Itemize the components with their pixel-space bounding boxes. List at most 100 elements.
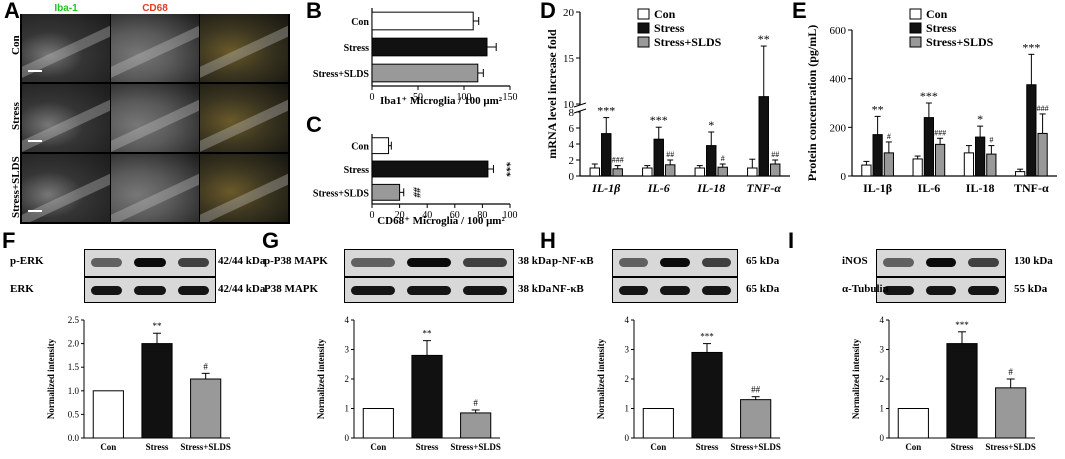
bar-stress-slds (371, 183, 401, 201)
legend-label-con: Con (654, 7, 676, 21)
bar-tnf-stress-slds (1037, 132, 1048, 177)
category-label-stress: Stress (696, 442, 719, 452)
blot-size-erk: 42/44 kDa (218, 283, 266, 295)
legend-label-stress-slds: Stress+SLDS (654, 35, 722, 49)
bar-il-6-con (642, 167, 653, 177)
bar-con (897, 408, 929, 439)
blot-label-tubulin: α-Tubulin (842, 283, 889, 295)
x-axis-label: CD68⁺ Microglia / 100 μm² (377, 215, 505, 227)
blot-h-nf-b (612, 277, 738, 303)
sig-il-18-stress: * (977, 112, 983, 126)
category-label-stress-slds: Stress+SLDS (450, 442, 500, 452)
micrograph-r3-c3 (200, 154, 288, 222)
chart-i-inos: 0 1 2 3 4 Con *** Stress # Stress+SLDS Normalized … (851, 315, 1036, 452)
category-label-con: Con (351, 17, 369, 28)
bar-il-6-stress-slds (934, 143, 946, 177)
y-tick-label: 2 (880, 374, 885, 384)
bar-il-18-con (963, 152, 975, 177)
y-tick-label: 3 (625, 345, 630, 355)
category-label-stress: Stress (146, 442, 169, 452)
sig-stress-slds: ## (751, 385, 761, 395)
blot-size-p-p38-mapk: 38 kDa (518, 255, 552, 267)
x-axis-label: Iba1⁺ Microglia / 100 μm² (380, 95, 503, 107)
bar-stress-slds (740, 399, 772, 439)
sig-tnf-stress-slds: ## (771, 150, 779, 159)
row-label-stress: Stress (10, 102, 22, 130)
sig-il-1-stress-slds: ### (612, 156, 624, 165)
sig-stress-slds: # (203, 361, 208, 371)
y-tick-label-600: 600 (830, 25, 847, 37)
band-lane-1 (883, 286, 914, 295)
bar-stress (691, 351, 723, 439)
chart-b-iba1-microglia: 0 50 100 150 Con Stress Stress+SLDS Iba1⁺ Micro… (313, 8, 518, 107)
bar-il-1-con (861, 164, 872, 177)
panel-label-i: I (788, 228, 795, 253)
bar-stress-slds (460, 412, 492, 439)
legend-swatch-con (909, 8, 922, 20)
y-axis-label: Normalized intensity (596, 338, 606, 419)
sig-stress: ** (423, 329, 433, 339)
panel-label-a: A (4, 0, 20, 23)
bar-stress (371, 37, 488, 57)
band-lane-1 (619, 286, 649, 295)
blot-g-p38-mapk (344, 277, 514, 303)
y-tick-label: 2.0 (68, 339, 80, 349)
axis-break-mark (573, 102, 587, 108)
band-lane-2 (407, 258, 451, 267)
y-axis-label: mRNA level increase fold (545, 29, 559, 159)
blot-h-p-nf-b (612, 249, 738, 277)
x-tick-label-80: 80 (477, 210, 487, 221)
y-tick-label: 0 (345, 433, 350, 443)
blot-label-p-nf-b: p-NF-κB (552, 255, 594, 267)
blot-label-p-erk: p-ERK (10, 255, 44, 267)
y-tick-label-10: 10 (563, 99, 575, 111)
y-axis-label: Normalized intensity (46, 338, 56, 419)
panel-label-f: F (2, 228, 16, 253)
y-tick-label: 2.5 (68, 315, 80, 325)
blot-label-erk: ERK (10, 283, 34, 295)
band-lane-3 (177, 286, 209, 295)
micrograph-r2-c1 (22, 84, 110, 152)
sig-il-18-stress: * (708, 118, 714, 132)
y-tick-label-4: 4 (569, 139, 575, 151)
category-label-con: Con (650, 442, 666, 452)
legend-swatch-stress-slds (637, 36, 650, 48)
category-label-il-18: IL-18 (966, 181, 995, 195)
band-lane-2 (660, 258, 690, 267)
band-lane-3 (463, 286, 507, 295)
micrograph-r1-c1 (22, 14, 110, 82)
sig-il-18-stress-slds: # (989, 136, 993, 145)
category-label-stress-slds: Stress+SLDS (313, 188, 370, 199)
category-label-tnf: TNF-α (1014, 181, 1049, 195)
band-lane-2 (134, 258, 166, 267)
y-tick-label: 1 (625, 404, 630, 414)
bar-il-1-con (589, 167, 601, 177)
scale-bar (28, 140, 42, 142)
bar-il-18-stress (706, 145, 717, 177)
micrograph-r2-c2 (111, 84, 199, 152)
panel-label-g: G (262, 228, 280, 253)
sig-stress: *** (700, 332, 714, 342)
legend-label-stress: Stress (654, 21, 685, 35)
bar-il-1-stress-slds (612, 168, 623, 177)
y-tick-label: 1 (880, 404, 885, 414)
y-tick-label: 1 (345, 404, 350, 414)
col-label-iba1: Iba-1 (54, 3, 78, 14)
x-tick-label-150: 150 (503, 92, 518, 103)
bar-il-6-stress-slds (664, 164, 676, 177)
bar-tnf-stress (1026, 84, 1037, 177)
y-tick-label: 4 (625, 315, 630, 325)
band-lane-1 (883, 258, 914, 267)
bar-tnf-stress-slds (769, 163, 781, 177)
bar-il-6-stress (923, 117, 934, 177)
row-label-con: Con (10, 35, 22, 55)
blot-size-tubulin: 55 kDa (1014, 283, 1048, 295)
y-tick-label: 3 (880, 345, 885, 355)
blot-label-p-p38-mapk: p-P38 MAPK (264, 255, 328, 267)
blot-size-p-erk: 42/44 kDa (218, 255, 266, 267)
y-axis-label: Normalized intensity (316, 338, 326, 419)
band-lane-2 (407, 286, 451, 295)
category-label-stress: Stress (951, 442, 974, 452)
category-label-stress-slds: Stress+SLDS (985, 442, 1035, 452)
y-tick-label: 1.5 (68, 362, 80, 372)
